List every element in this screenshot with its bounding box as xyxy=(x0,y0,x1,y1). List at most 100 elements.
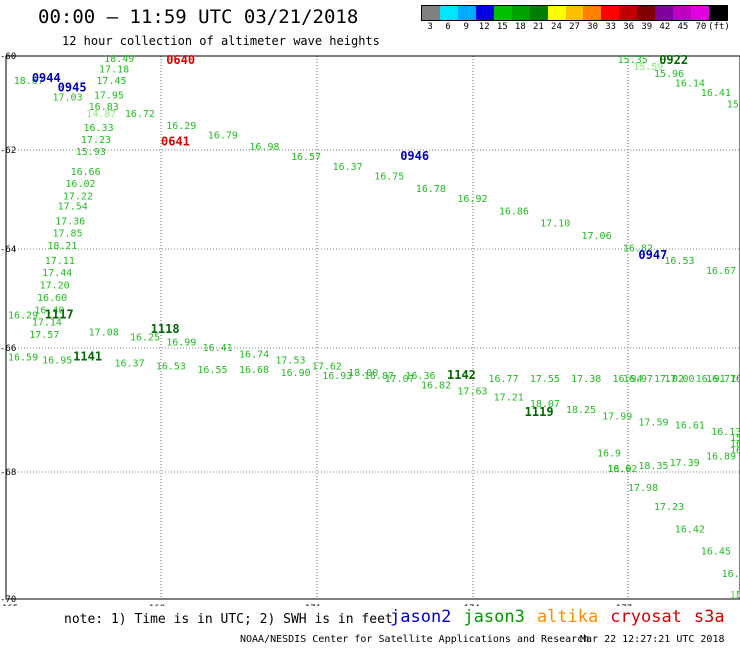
satellite-legend-jason2: jason2 xyxy=(390,607,452,627)
color-swatch xyxy=(691,6,709,20)
wave-height-label: 16.42 xyxy=(675,524,705,535)
wave-height-label: 16.99 xyxy=(166,338,196,349)
color-scale-label: 45 xyxy=(677,22,689,32)
color-scale-label: 15 xyxy=(496,22,508,32)
color-scale-label: 18 xyxy=(514,22,526,32)
wave-height-label: 15.16 xyxy=(730,590,740,601)
satellite-legend-cryosat: cryosat xyxy=(610,607,682,627)
wave-height-label: 17.23 xyxy=(654,502,684,513)
latitude-tick-label: -62 xyxy=(0,146,16,156)
wave-height-label: 17.36 xyxy=(55,216,85,227)
wave-height-label: 16.79 xyxy=(208,130,238,141)
wave-height-label: 15.35 xyxy=(618,55,648,66)
wave-height-label: 17.63 xyxy=(457,387,487,398)
wave-height-label: 16.91 xyxy=(696,374,726,385)
wave-height-label: 16.02 xyxy=(65,179,95,190)
wave-height-label: 17.10 xyxy=(540,219,570,230)
wave-height-label: 14.87 xyxy=(86,109,116,120)
wave-height-label: 17.07 xyxy=(385,374,415,385)
wave-height-label: 17.85 xyxy=(53,229,83,240)
color-scale-label: 21 xyxy=(532,22,544,32)
wave-height-label: 17.08 xyxy=(89,328,119,339)
wave-height-label: 16.57 xyxy=(291,152,321,163)
wave-height-label: 17.23 xyxy=(81,135,111,146)
altimeter-track-e: 16.59 16.95 16.37 16.53 16.55 16.68 16.90 16.93… xyxy=(8,349,740,385)
wave-height-label: 16.77 xyxy=(706,374,736,385)
longitude-tick-label: 165 xyxy=(2,604,18,606)
wave-height-label: 16.97 xyxy=(730,445,740,456)
wave-height-label: 14.44 xyxy=(730,590,740,601)
wave-height-label: 17.14 xyxy=(32,318,62,329)
wave-height-label: 15.59 xyxy=(633,62,663,73)
longitude-tick-label: -174 xyxy=(458,604,480,606)
wave-height-label: 17.45 xyxy=(96,76,126,87)
wave-height-label: 18.35 xyxy=(638,461,668,472)
pass-time-label: 0922 xyxy=(659,53,688,67)
wave-height-label: 17.95 xyxy=(94,90,124,101)
color-swatch xyxy=(565,6,584,20)
wave-height-label: 17.02 xyxy=(654,374,684,385)
pass-time-label: 0641 xyxy=(161,134,190,148)
latitude-tick-label: -60 xyxy=(0,52,16,62)
wave-height-label: 17.54 xyxy=(58,201,88,212)
page-title: 00:00 – 11:59 UTC 03/21/2018 xyxy=(38,6,359,28)
wave-height-label: 18.49 xyxy=(104,54,134,65)
wave-height-label: 16.68 xyxy=(239,365,269,376)
wave-height-label: 16.55 xyxy=(730,374,740,385)
color-scale-label: 9 xyxy=(463,22,469,32)
wave-height-label: 17.53 xyxy=(275,356,305,367)
wave-height-label: 17.39 xyxy=(670,458,700,469)
wave-height-label: 16.29 xyxy=(166,121,196,132)
altimeter-track-f: 16.9 18.0 17.98 17.23 16.42 16.45 16.99 15.7815… xyxy=(597,449,740,602)
wave-height-label: 16.90 xyxy=(281,368,311,379)
altimeter-track-b: 18.67 17.03 16.83 16.72 16.29 16.79 16.98 16.57… xyxy=(14,71,736,277)
wave-height-label: 16.83 xyxy=(89,102,119,113)
wave-height-label: 17.21 xyxy=(494,393,524,404)
wave-height-label: 16.33 xyxy=(84,123,114,134)
satellite-legend-s3a: s3a xyxy=(693,607,725,627)
wave-height-label: 16.93 xyxy=(322,371,352,382)
color-scale-label: 70 xyxy=(695,22,707,32)
wave-height-label: 16.89 xyxy=(706,452,736,463)
wave-height-label: 17.20 xyxy=(40,281,70,292)
wave-height-label: 16.99 xyxy=(722,569,740,580)
color-scale-label: (ft) xyxy=(708,22,730,32)
wave-height-label: 16.86 xyxy=(499,206,529,217)
color-swatch xyxy=(601,6,620,20)
pass-time-label: 1141 xyxy=(73,349,102,363)
wave-height-label: 16.82 xyxy=(421,380,451,391)
wave-height-label: 17.98 xyxy=(628,483,658,494)
wave-height-label: 17.22 xyxy=(63,192,93,203)
wave-height-label: 16.29 xyxy=(8,310,38,321)
satellite-legend: jason2 jason3 altika cryosat s3a xyxy=(390,607,737,627)
wave-height-label: 18.07 xyxy=(530,399,560,410)
satellite-legend-altika: altika xyxy=(536,607,599,627)
wave-height-label: 17.06 xyxy=(582,231,612,242)
wave-height-label: 16.95 xyxy=(42,356,72,367)
wave-height-label: 16.66 xyxy=(71,167,101,178)
color-scale-label: 39 xyxy=(641,22,653,32)
pass-time-label: 1142 xyxy=(447,368,476,382)
wave-height-label: 16.36 xyxy=(405,371,435,382)
latitude-tick-label: -64 xyxy=(0,245,16,255)
wave-height-label: 16.86 xyxy=(730,374,740,385)
color-swatch xyxy=(673,6,692,20)
altimeter-track-d: 16.29 17.08 16.25 16.99 16.41 16.74 17.53 17.62… xyxy=(8,307,740,475)
wave-height-label: 16.97 xyxy=(623,374,653,385)
wave-height-label: 16.45 xyxy=(701,547,731,558)
generated-timestamp: Mar 22 12:27:21 UTC 2018 xyxy=(580,634,725,645)
wave-height-label: 16.37 xyxy=(333,162,363,173)
longitude-tick-label: 171 xyxy=(305,604,321,606)
color-scale-label: 3 xyxy=(427,22,433,32)
wave-height-label: 16.61 xyxy=(730,439,740,450)
wave-height-label: 16.78 xyxy=(416,184,446,195)
credit-line: NOAA/NESDIS Center for Satellite Applica… xyxy=(240,634,590,645)
wave-height-label: 16.92 xyxy=(457,194,487,205)
wave-height-label: 16.59 xyxy=(8,352,38,363)
wave-height-label: 16.25 xyxy=(130,333,160,344)
wave-height-label: 15.96 xyxy=(654,69,684,80)
wave-height-label: 18.00 xyxy=(348,368,378,379)
pass-time-label: 1118 xyxy=(151,322,180,336)
pass-time-label: 0944 xyxy=(32,71,61,85)
pass-time-label: 0640 xyxy=(166,53,195,67)
